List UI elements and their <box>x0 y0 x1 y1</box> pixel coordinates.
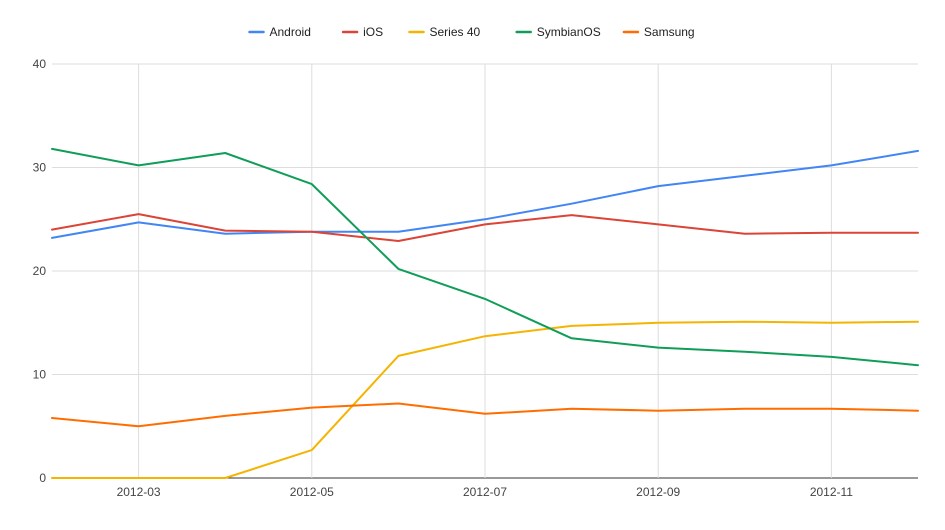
series-line-ios <box>51 213 919 242</box>
y-tick-label: 10 <box>33 368 47 382</box>
x-tick-label: 2012-11 <box>810 485 853 499</box>
series-lines <box>51 147 919 479</box>
series-line-android <box>51 149 919 239</box>
y-tick-label: 0 <box>39 471 46 485</box>
legend-item-ios[interactable]: iOS <box>341 25 383 39</box>
legend-item-android[interactable]: Android <box>248 25 311 39</box>
legend-item-samsung[interactable]: Samsung <box>622 25 695 39</box>
x-tick-label: 2012-09 <box>636 485 680 499</box>
legend-label: Samsung <box>644 25 695 39</box>
y-tick-label: 40 <box>33 57 47 71</box>
legend-label: Android <box>270 25 311 39</box>
series-line-series-40 <box>51 320 919 479</box>
legend: Android iOS Series 40 SymbianOS Samsung <box>248 25 695 39</box>
legend-item-symbianos[interactable]: SymbianOS <box>515 25 601 39</box>
y-tick-label: 30 <box>33 161 47 175</box>
series-line-symbianos <box>51 147 919 367</box>
y-tick-label: 20 <box>33 264 47 278</box>
x-tick-label: 2012-05 <box>290 485 334 499</box>
x-tick-label: 2012-03 <box>117 485 161 499</box>
gridlines <box>52 63 918 479</box>
x-tick-label: 2012-07 <box>463 485 507 499</box>
legend-item-series-40[interactable]: Series 40 <box>408 25 481 39</box>
legend-label: Series 40 <box>430 25 481 39</box>
series-line-samsung <box>51 402 919 428</box>
axes: 0 10 20 30 40 2012-03 2012-05 2012-07 2012-09 201… <box>33 57 854 499</box>
legend-label: SymbianOS <box>537 25 601 39</box>
legend-label: iOS <box>363 25 383 39</box>
